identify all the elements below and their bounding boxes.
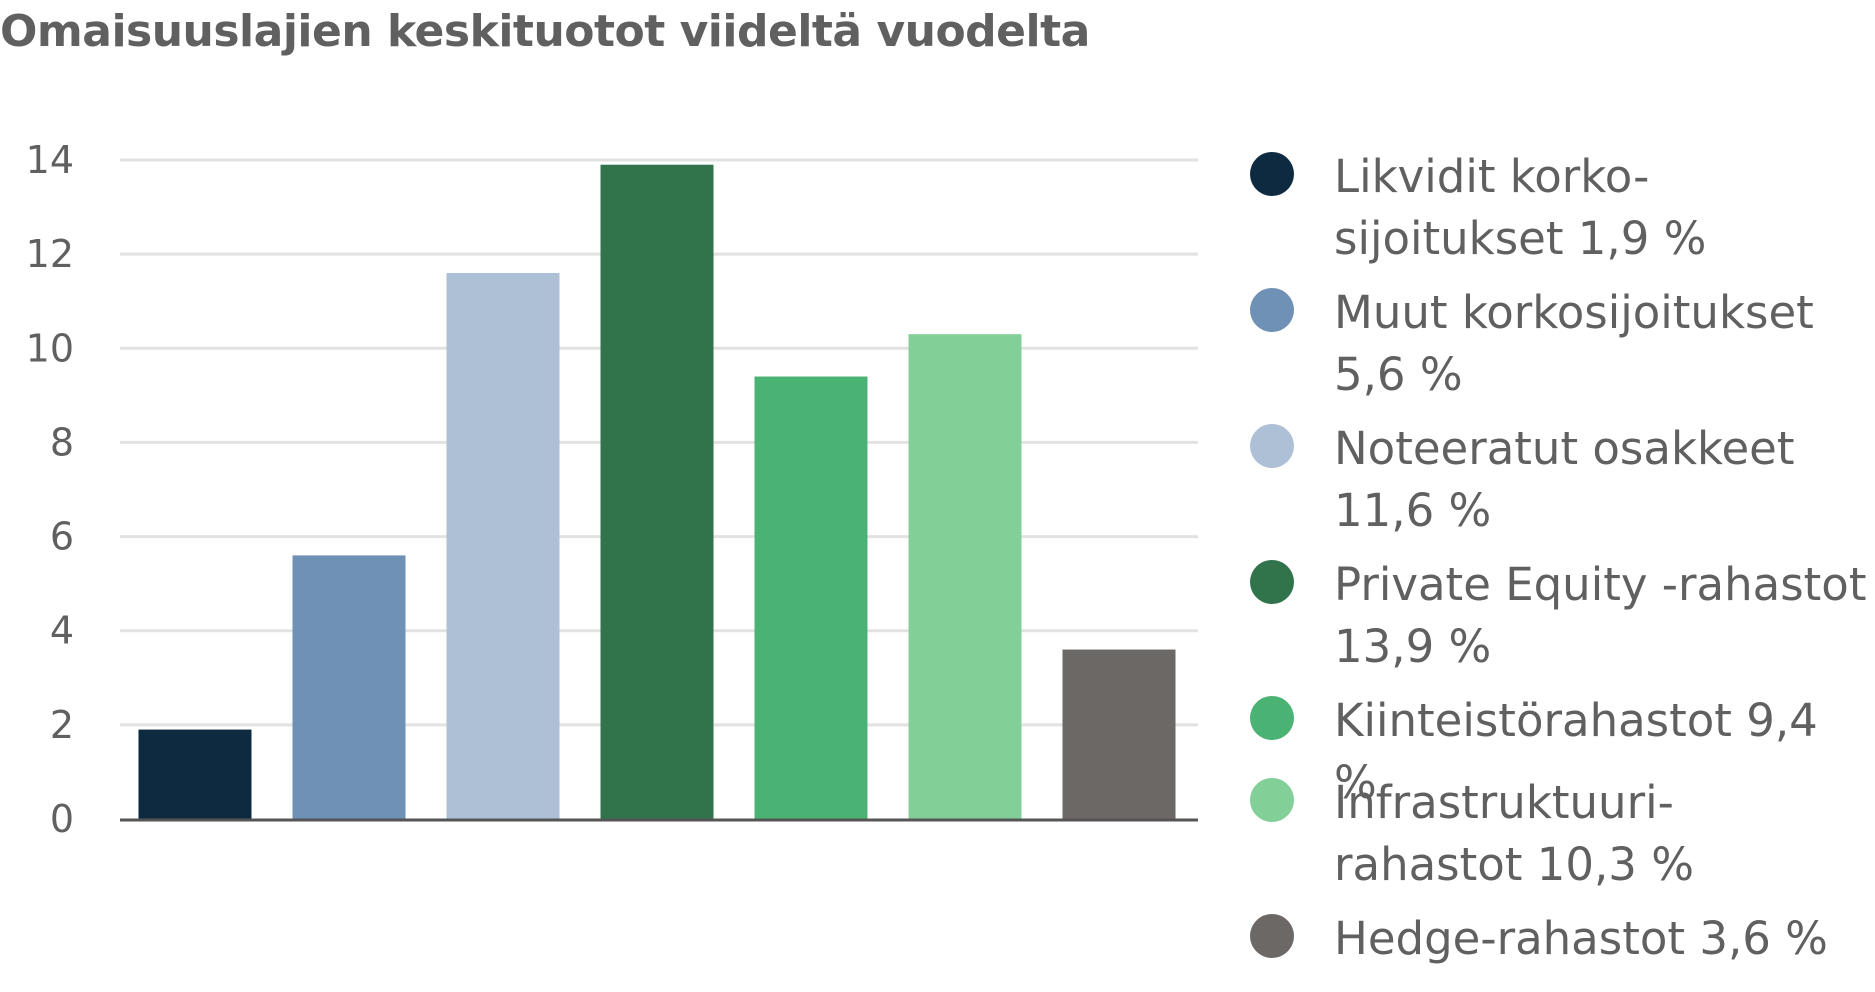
- bar-7: [1062, 649, 1176, 819]
- legend-swatch: [1250, 778, 1294, 822]
- bar-1: [138, 729, 252, 819]
- legend-item: Kiinteistörahastot 9,4 %: [1250, 690, 1870, 809]
- legend-item: Hedge-rahastot 3,6 %: [1250, 908, 1870, 970]
- legend-label: Noteeratut osakkeet 11,6 %: [1334, 422, 1795, 537]
- legend-swatch: [1250, 914, 1294, 958]
- legend: Likvidit korko- sijoitukset 1,9 % Muut ko…: [1250, 146, 1870, 970]
- y-tick-label: 10: [26, 326, 74, 370]
- bars: [138, 164, 1176, 819]
- legend-item: Private Equity -rahastot 13,9 %: [1250, 554, 1870, 690]
- legend-label: Infrastruktuuri- rahastot 10,3 %: [1334, 776, 1694, 891]
- bar-2: [292, 555, 406, 819]
- bar-4: [600, 164, 714, 819]
- bar-6: [908, 334, 1022, 819]
- legend-swatch: [1250, 152, 1294, 196]
- bar-chart: 0 2 4 6 8 10 12 14: [26, 138, 1198, 841]
- y-tick-label: 2: [50, 703, 74, 747]
- y-axis-ticks: 0 2 4 6 8 10 12 14: [26, 138, 74, 841]
- legend-swatch: [1250, 696, 1294, 740]
- bar-3: [446, 272, 560, 819]
- y-tick-label: 12: [26, 232, 74, 276]
- bar-5: [754, 376, 868, 819]
- legend-swatch: [1250, 560, 1294, 604]
- y-tick-label: 6: [50, 515, 74, 559]
- legend-item: Noteeratut osakkeet 11,6 %: [1250, 418, 1870, 554]
- legend-label: Kiinteistörahastot 9,4 %: [1334, 694, 1818, 809]
- y-tick-label: 4: [50, 609, 74, 653]
- legend-item: Likvidit korko- sijoitukset 1,9 %: [1250, 146, 1870, 282]
- legend-swatch: [1250, 288, 1294, 332]
- legend-label: Hedge-rahastot 3,6 %: [1334, 912, 1828, 965]
- y-tick-label: 14: [26, 138, 74, 182]
- legend-item: Infrastruktuuri- rahastot 10,3 %: [1250, 772, 1870, 908]
- legend-label: Likvidit korko- sijoitukset 1,9 %: [1334, 150, 1707, 265]
- legend-item: Muut korkosijoitukset 5,6 %: [1250, 282, 1870, 418]
- legend-label: Private Equity -rahastot 13,9 %: [1334, 558, 1867, 673]
- chart-title: Omaisuuslajien keskituotot viideltä vuod…: [0, 6, 1090, 57]
- legend-label: Muut korkosijoitukset 5,6 %: [1334, 286, 1814, 401]
- y-tick-label: 8: [50, 420, 74, 464]
- legend-swatch: [1250, 424, 1294, 468]
- y-tick-label: 0: [50, 797, 74, 841]
